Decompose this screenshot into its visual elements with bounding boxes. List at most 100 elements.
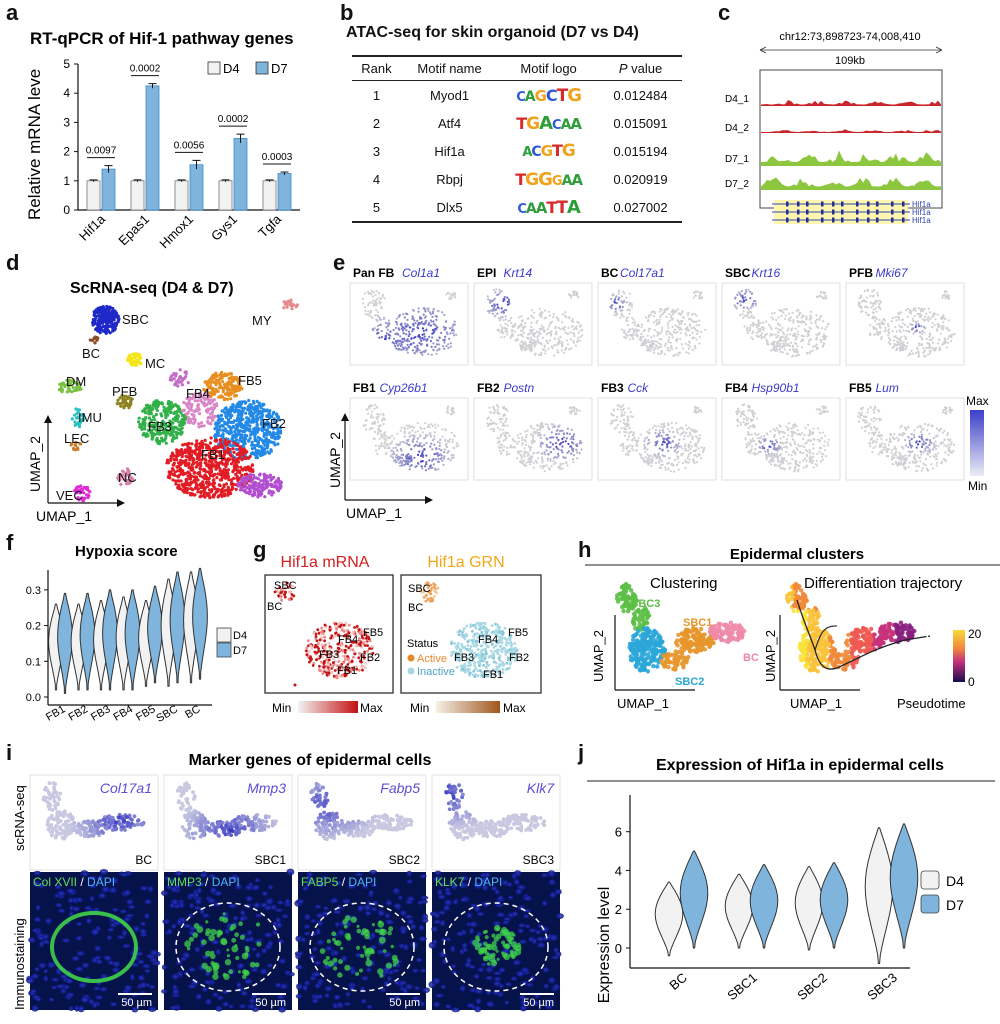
umap-cell bbox=[119, 482, 123, 486]
feature-cell bbox=[399, 459, 402, 463]
feature-cell bbox=[499, 324, 502, 327]
umap-cell bbox=[198, 442, 202, 446]
feature-cell bbox=[429, 324, 432, 327]
exon bbox=[891, 201, 894, 207]
feature-cell bbox=[412, 341, 415, 344]
umap-cell bbox=[151, 403, 155, 407]
umap-cell bbox=[259, 453, 263, 458]
feature-cell bbox=[378, 316, 381, 319]
feature-cell bbox=[792, 321, 795, 324]
feature-cell bbox=[907, 354, 910, 357]
umap-cell bbox=[134, 358, 139, 362]
umap-cell bbox=[145, 403, 150, 407]
feature-cell bbox=[503, 335, 506, 339]
umap-cell bbox=[171, 468, 175, 472]
feature-cell bbox=[374, 294, 377, 297]
feature-cell bbox=[536, 319, 539, 322]
feature-cell bbox=[551, 346, 554, 349]
exon bbox=[786, 201, 789, 207]
feature-cell bbox=[453, 320, 456, 323]
feature-cell bbox=[780, 339, 783, 343]
umap-cell bbox=[199, 490, 203, 494]
motif-logo: TGGGAA bbox=[498, 165, 599, 193]
feature-cell bbox=[406, 313, 409, 316]
feature-cell bbox=[524, 349, 527, 352]
umap-cell bbox=[76, 408, 80, 412]
umap-cell bbox=[210, 375, 214, 379]
feature-cell bbox=[623, 329, 626, 332]
feature-cell bbox=[795, 336, 798, 339]
feature-cell bbox=[501, 444, 504, 447]
feature-cell bbox=[872, 325, 875, 328]
feature-cell bbox=[802, 315, 805, 318]
feature-cell bbox=[442, 325, 445, 329]
feature-cell bbox=[496, 426, 500, 429]
panel-letter-a: a bbox=[6, 0, 19, 25]
feature-cell bbox=[493, 315, 496, 318]
umap-cell bbox=[226, 493, 230, 497]
feature-cell bbox=[640, 323, 643, 326]
feature-cell bbox=[496, 408, 499, 411]
feature-cell bbox=[797, 325, 800, 328]
umap-cell bbox=[174, 411, 178, 415]
feature-cell bbox=[396, 449, 399, 452]
feature-cell bbox=[797, 353, 800, 357]
feature-cell bbox=[521, 335, 524, 338]
feature-cell bbox=[457, 444, 460, 447]
feature-cell bbox=[547, 325, 550, 328]
feature-cell bbox=[541, 348, 544, 351]
feature-cell bbox=[777, 328, 780, 331]
umap-cell bbox=[214, 378, 218, 382]
feature-cell bbox=[385, 438, 388, 441]
umap-cell bbox=[159, 424, 163, 428]
feature-cell bbox=[381, 293, 384, 297]
umap-cell bbox=[252, 473, 256, 477]
feature-cell bbox=[635, 330, 638, 333]
umap-cell bbox=[229, 416, 233, 420]
feature-cell bbox=[505, 418, 508, 421]
feature-cell bbox=[808, 318, 811, 321]
a-ytick-label: 2 bbox=[63, 145, 70, 159]
feature-cell bbox=[543, 329, 546, 332]
feature-cell bbox=[695, 324, 698, 327]
umap-cell bbox=[197, 471, 201, 475]
feature-cell bbox=[409, 326, 412, 329]
feature-cell bbox=[749, 297, 752, 300]
feature-cell bbox=[443, 328, 446, 331]
umap-cell bbox=[72, 388, 77, 393]
feature-cell bbox=[423, 332, 426, 335]
umap-cell bbox=[263, 423, 267, 427]
umap-cell bbox=[166, 461, 171, 465]
feature-cell bbox=[935, 347, 938, 350]
feature-cell bbox=[571, 457, 574, 461]
feature-cell bbox=[500, 307, 503, 310]
umap-cell bbox=[246, 423, 250, 427]
umap-cell bbox=[265, 428, 269, 432]
umap-cell bbox=[136, 360, 141, 364]
feature-cell bbox=[562, 351, 566, 354]
feature-cell bbox=[621, 309, 624, 312]
umap-cell bbox=[186, 444, 190, 449]
feature-cell bbox=[818, 331, 821, 334]
umap-cell bbox=[263, 432, 268, 436]
feature-cell bbox=[564, 348, 567, 351]
feature-cell bbox=[552, 315, 555, 319]
umap-cell bbox=[170, 438, 174, 442]
feature-cell bbox=[906, 315, 909, 318]
umap-cell bbox=[153, 418, 157, 422]
feature-cell bbox=[411, 425, 414, 428]
feature-cell bbox=[438, 447, 441, 451]
umap-cell bbox=[271, 490, 275, 495]
exon bbox=[841, 217, 844, 223]
feature-cell bbox=[872, 308, 875, 311]
feature-cell bbox=[434, 426, 437, 429]
umap-cell bbox=[195, 447, 199, 451]
feature-cell bbox=[389, 442, 392, 445]
feature-cell bbox=[444, 335, 447, 338]
feature-cell bbox=[824, 338, 827, 341]
umap-cell bbox=[195, 457, 199, 461]
feature-cell bbox=[900, 348, 903, 351]
feature-cell bbox=[875, 310, 878, 313]
umap-cell bbox=[93, 341, 97, 345]
umap-cell bbox=[143, 427, 147, 431]
